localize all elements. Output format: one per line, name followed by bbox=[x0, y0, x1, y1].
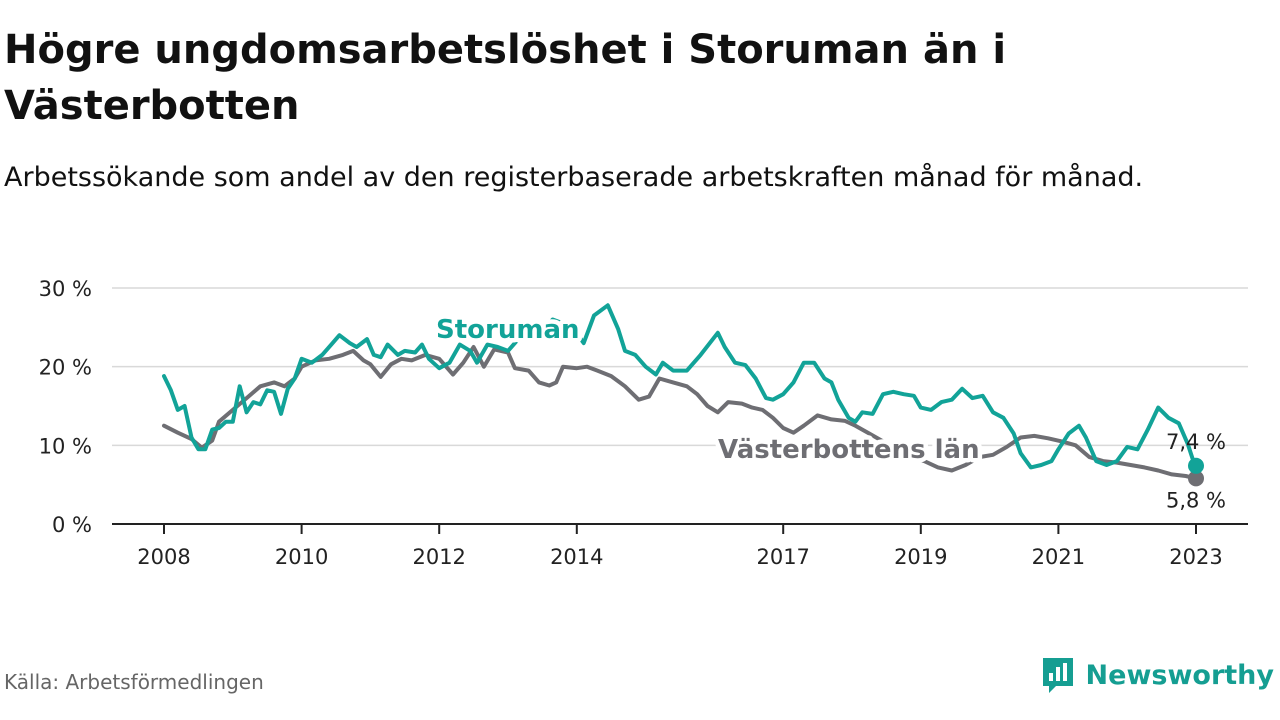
y-tick-label: 30 % bbox=[39, 277, 92, 301]
end-point-vasterbottens-lan bbox=[1188, 470, 1204, 487]
chart-subtitle: Arbetssökande som andel av den registerb… bbox=[4, 162, 1144, 193]
series-label-storuman: Storuman bbox=[436, 315, 580, 345]
x-tick-label: 2023 bbox=[1169, 545, 1222, 569]
x-tick-label: 2021 bbox=[1032, 545, 1085, 569]
end-point-storuman bbox=[1188, 457, 1204, 474]
x-tick-label: 2010 bbox=[275, 545, 328, 569]
y-tick-label: 20 % bbox=[39, 356, 92, 380]
series-line-storuman bbox=[162, 303, 1198, 470]
series-label-vasterbottens-lan-halo: Västerbottens län bbox=[718, 435, 980, 465]
x-tick-label: 2019 bbox=[894, 545, 947, 569]
brand-name: Newsworthy bbox=[1085, 659, 1274, 691]
series-lines bbox=[162, 303, 1198, 481]
y-axis-ticks: 0 % 10 % 20 % 30 % bbox=[39, 277, 92, 537]
newsworthy-logo-icon bbox=[1042, 658, 1073, 693]
y-tick-label: 10 % bbox=[39, 434, 92, 458]
x-tick-label: 2017 bbox=[756, 545, 809, 569]
y-tick-label: 0 % bbox=[52, 513, 92, 537]
chart-title: Högre ungdomsarbetslöshet i Storuman än … bbox=[4, 27, 1007, 129]
x-tick-label: 2008 bbox=[137, 545, 190, 569]
series-line-vasterbottens-lan bbox=[162, 345, 1198, 481]
source-note: Källa: Arbetsförmedlingen bbox=[4, 670, 264, 694]
brand-logo: Newsworthy bbox=[1040, 652, 1274, 698]
x-tick-label: 2014 bbox=[550, 545, 603, 569]
end-label-vasterbottens-lan: 5,8 % bbox=[1166, 488, 1226, 512]
end-label-storuman: 7,4 % bbox=[1166, 430, 1226, 454]
series-label-storuman-halo: Storuman bbox=[436, 315, 580, 345]
x-axis-ticks: 2008 2010 2012 2014 2017 2019 2021 2023 bbox=[137, 524, 1223, 569]
x-tick-label: 2012 bbox=[412, 545, 465, 569]
series-label-vasterbottens-lan: Västerbottens län bbox=[718, 435, 980, 465]
